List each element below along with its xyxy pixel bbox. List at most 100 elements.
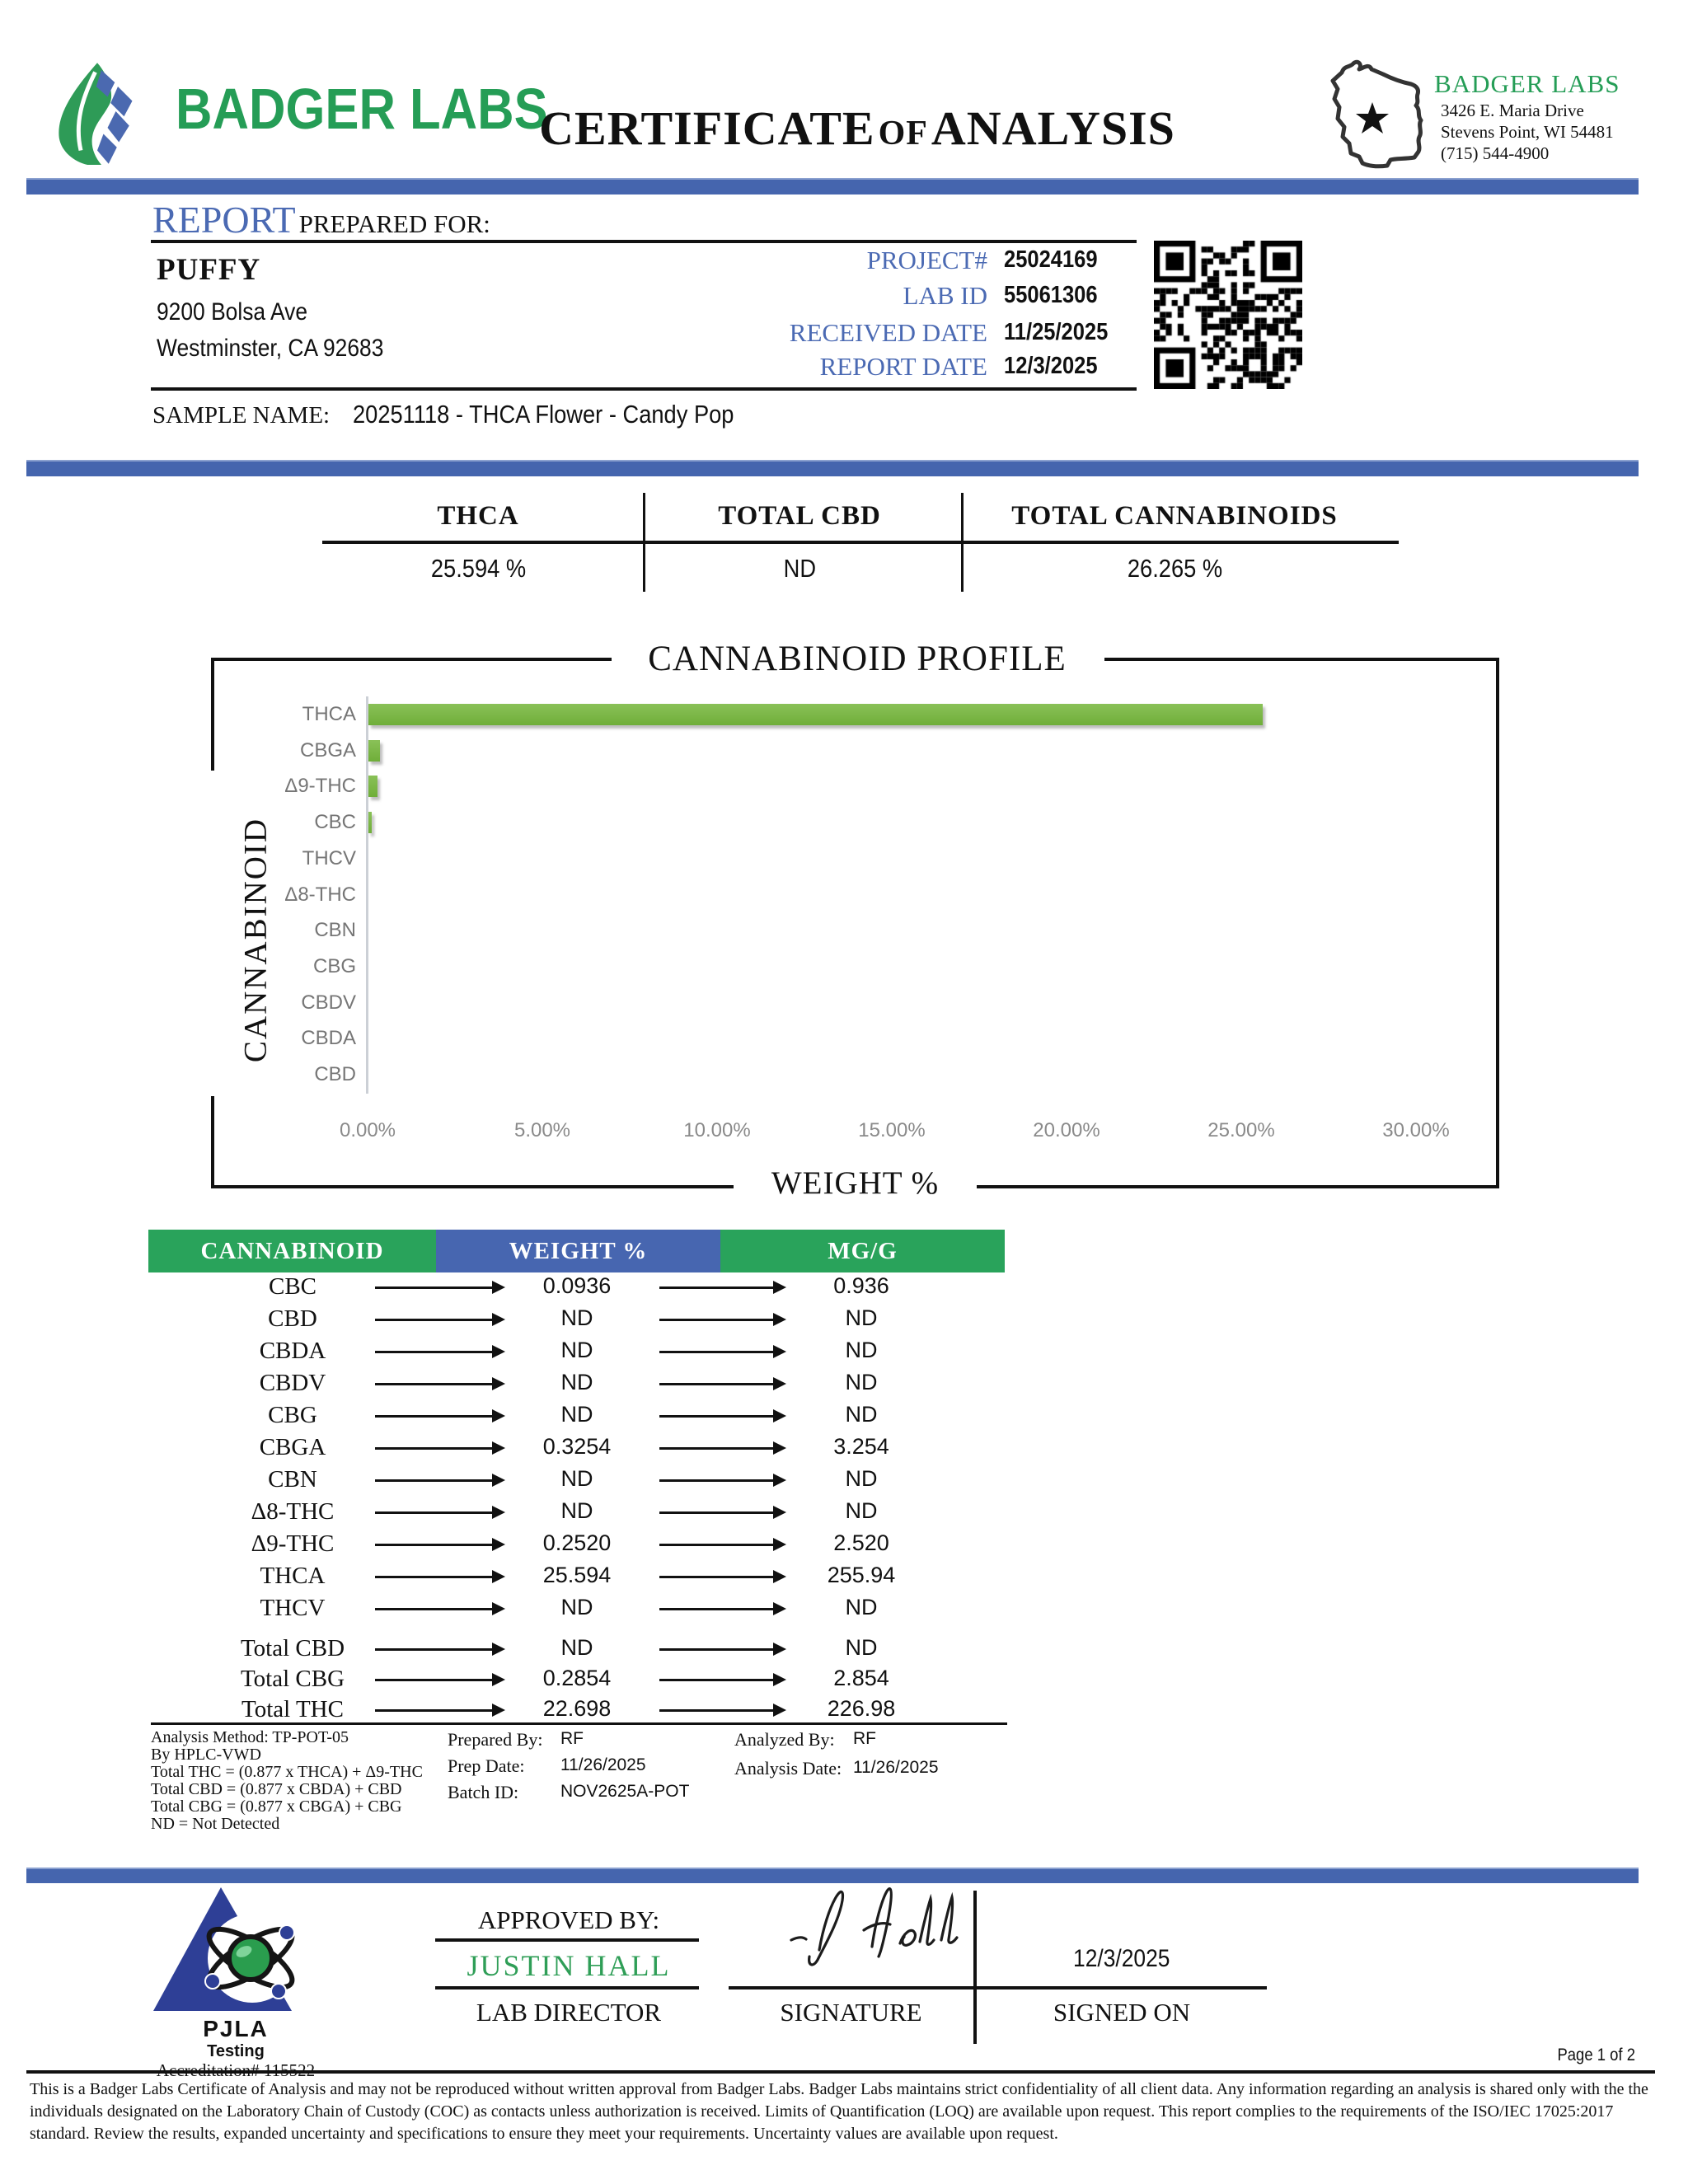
approved-by-label: APPROVED BY: — [477, 1905, 660, 1934]
disclaimer-text: This is a Badger Labs Certificate of Ana… — [30, 2080, 1648, 2143]
result-arrow-icon — [375, 1570, 505, 1583]
chart-x-tick-label: 10.00% — [683, 1119, 751, 1141]
chart-x-tick-label: 25.00% — [1207, 1119, 1275, 1141]
analyzed-label: Analysis Date: — [734, 1758, 842, 1779]
chart-frame-line — [1496, 658, 1499, 1188]
meta-label: REPORT DATE — [819, 352, 987, 381]
sample-name-label: SAMPLE NAME: — [152, 402, 331, 429]
chart-bar — [368, 739, 380, 762]
result-weight-value: ND — [560, 1305, 593, 1330]
result-arrow-icon — [659, 1673, 786, 1686]
results-header-cannabinoid: CANNABINOID — [148, 1230, 436, 1272]
result-arrow-icon — [375, 1704, 505, 1717]
approved-rule-top — [435, 1938, 699, 1942]
result-row-label: Total CBD — [240, 1635, 345, 1661]
method-note-line: By HPLC-VWD — [151, 1746, 261, 1764]
result-arrow-icon — [659, 1281, 786, 1294]
chart-bar — [368, 776, 377, 798]
chart-frame-line — [977, 1185, 1498, 1188]
chart-x-tick-label: 30.00% — [1382, 1119, 1450, 1141]
result-row-label: Total THC — [241, 1696, 344, 1722]
approver-name: JUSTIN HALL — [467, 1949, 671, 1982]
lab-name: BADGER LABS — [1434, 69, 1620, 98]
result-row-label: CBD — [268, 1305, 317, 1332]
result-mgg-value: 255.94 — [827, 1563, 896, 1587]
report-heading-word: REPORT — [152, 199, 296, 241]
chart-title: CANNABINOID PROFILE — [648, 640, 1067, 678]
summary-value-text: ND — [783, 554, 816, 583]
signed-on-date-text: 12/3/2025 — [1073, 1945, 1170, 1972]
client-address2-text: Westminster, CA 92683 — [157, 335, 384, 362]
result-arrow-icon — [375, 1345, 505, 1358]
prepared-label: Prepared By: — [448, 1729, 543, 1750]
chart-category-label: CBN — [314, 919, 356, 942]
approved-rule-bottom — [435, 1986, 699, 1990]
result-row-label: THCV — [260, 1595, 326, 1621]
meta-label: PROJECT# — [866, 246, 987, 274]
lab-address-line2: Stevens Point, WI 54481 — [1441, 122, 1614, 142]
result-arrow-icon — [659, 1377, 786, 1390]
method-note-line: Total CBG = (0.877 x CBGA) + CBG — [151, 1797, 402, 1816]
document-title: CERTIFICATE of ANALYSIS — [511, 101, 1203, 156]
summary-header: THCA — [437, 501, 519, 531]
signed-on-date: 12/3/2025 — [977, 1945, 1267, 1973]
chart-x-tick-label: 5.00% — [513, 1119, 571, 1141]
chart-category-label: CBGA — [299, 738, 356, 762]
result-arrow-icon — [659, 1506, 786, 1519]
chart-x-tick-label: 20.00% — [1033, 1119, 1100, 1141]
client-address-line1: 9200 Bolsa Ave — [157, 298, 328, 326]
result-row-label: Δ8-THC — [251, 1498, 335, 1525]
result-mgg-value: ND — [845, 1402, 878, 1427]
result-mgg-value: 2.854 — [833, 1666, 889, 1690]
sample-name-text: 20251118 - THCA Flower - Candy Pop — [353, 400, 734, 429]
chart-frame-line — [211, 658, 612, 661]
result-arrow-icon — [659, 1441, 786, 1455]
report-rule-top — [151, 240, 1137, 243]
result-weight-value: 0.3254 — [542, 1434, 612, 1459]
result-mgg-value: 226.98 — [827, 1696, 896, 1721]
pjla-sub: Testing — [207, 2042, 265, 2060]
result-mgg-value: 0.936 — [833, 1273, 889, 1298]
result-arrow-icon — [375, 1538, 505, 1551]
title-of: of — [878, 115, 928, 152]
result-arrow-icon — [659, 1313, 786, 1326]
chart-category-label: CBDA — [301, 1027, 356, 1050]
title-analysis: ANALYSIS — [931, 101, 1175, 155]
meta-value-text: 12/3/2025 — [1004, 353, 1098, 379]
result-arrow-icon — [375, 1441, 505, 1455]
result-arrow-icon — [659, 1602, 786, 1615]
meta-value-text: 25024169 — [1004, 246, 1098, 273]
result-mgg-value: ND — [845, 1635, 878, 1660]
lab-address-line1: 3426 E. Maria Drive — [1441, 101, 1584, 120]
prepared-label: Batch ID: — [448, 1782, 519, 1802]
report-heading: REPORT PREPARED FOR: — [152, 198, 490, 241]
result-arrow-icon — [659, 1570, 786, 1583]
title-certificate: CERTIFICATE — [539, 101, 875, 155]
signature-label: SIGNATURE — [780, 1998, 922, 2027]
summary-value: 25.594 % — [264, 554, 692, 583]
results-header-mgg: MG/G — [720, 1230, 1005, 1272]
chart-category-label: CBG — [312, 954, 356, 977]
result-mgg-value: ND — [845, 1370, 878, 1394]
meta-label: LAB ID — [903, 281, 987, 310]
wisconsin-outline-icon — [1330, 59, 1423, 169]
summary-underline — [322, 541, 1399, 544]
signature-rule — [729, 1986, 1267, 1990]
method-note-line: ND = Not Detected — [151, 1815, 280, 1833]
summary-header: TOTAL CBD — [718, 501, 881, 531]
result-weight-value: ND — [560, 1595, 593, 1619]
chart-category-label: CBC — [314, 811, 356, 834]
chart-category-label: Δ9-THC — [284, 775, 356, 798]
result-arrow-icon — [659, 1538, 786, 1551]
chart-x-tick-label: 0.00% — [339, 1119, 396, 1141]
meta-value: 55061306 — [1004, 282, 1110, 309]
pjla-name: PJLA — [203, 2016, 269, 2041]
page-number: Page 1 of 2 — [1508, 2046, 1640, 2065]
result-row-label: THCA — [260, 1563, 326, 1589]
chart-x-tick-label: 15.00% — [858, 1119, 926, 1141]
result-weight-value: ND — [560, 1338, 593, 1362]
result-mgg-value: 3.254 — [833, 1434, 889, 1459]
result-weight-value: 22.698 — [542, 1696, 612, 1721]
result-arrow-icon — [375, 1506, 505, 1519]
